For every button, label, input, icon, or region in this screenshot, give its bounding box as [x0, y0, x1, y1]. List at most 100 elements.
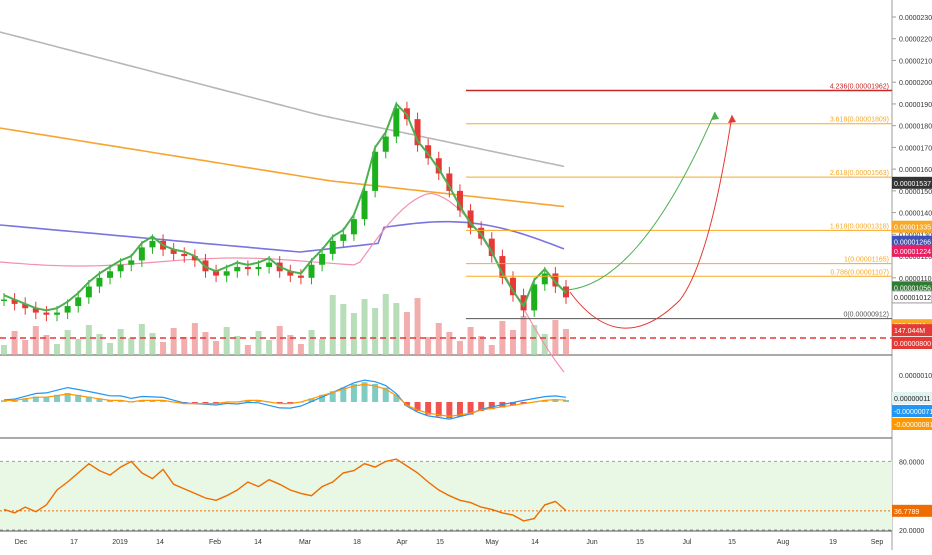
macd-signal-line [4, 383, 567, 418]
macd-histogram-bar [75, 394, 82, 402]
volume-bar [308, 330, 315, 355]
macd-badge [892, 392, 932, 404]
rsi-axis-label: 20.0000 [899, 528, 924, 535]
ema-orange-line [0, 127, 565, 208]
volume-bar [181, 337, 188, 355]
price-badge [892, 281, 932, 294]
volume-bar [11, 331, 18, 355]
time-axis-label: Jul [683, 539, 692, 546]
macd-histogram-bar [563, 400, 569, 402]
macd-histogram-bar [520, 402, 527, 404]
macd-badge-label: -0.00000071 [894, 409, 932, 416]
macd-histogram-bar [435, 402, 442, 417]
projection-red-arc [569, 114, 733, 329]
candle-body [128, 260, 135, 265]
candle-body [244, 266, 251, 270]
time-axis-label: 18 [353, 539, 361, 546]
macd-histogram-bar [149, 400, 156, 402]
volume-bar [170, 328, 177, 355]
price-badge-label: 0.00001537 [894, 181, 931, 188]
candle-body [520, 295, 527, 311]
time-axis-label: 15 [728, 539, 736, 546]
macd-histogram-bar [478, 402, 485, 411]
volume-bar [456, 341, 463, 355]
macd-histogram-bar [403, 402, 410, 406]
price-badge-label: 0.00001012 [894, 295, 931, 302]
price-badge [892, 244, 932, 257]
candle-body [541, 273, 548, 285]
candle-body [382, 136, 389, 152]
volume-bar [520, 316, 527, 355]
ema-green-line [3, 102, 567, 312]
volume-bar [509, 330, 516, 355]
candle-body [1, 299, 7, 302]
candle-body [509, 277, 516, 296]
macd-histogram-bar [107, 400, 114, 402]
volume-bar [340, 304, 347, 355]
macd-histogram-bar [308, 398, 315, 402]
volume-bar [75, 339, 82, 355]
price-badge [891, 290, 932, 304]
macd-histogram-bar [425, 402, 432, 415]
rsi-band [0, 461, 892, 530]
time-axis-label: May [485, 539, 499, 546]
price-badge [892, 324, 932, 337]
rsi-axis-label: 80.0000 [899, 459, 924, 466]
macd-histogram-bar [202, 402, 209, 404]
volume-bar [276, 326, 283, 355]
volume-bar [32, 326, 39, 355]
macd-histogram-bar [319, 394, 326, 402]
volume-bar [244, 345, 251, 355]
time-axis-label: 14 [531, 539, 539, 546]
candle-body [64, 306, 71, 313]
volume-bar [160, 342, 167, 355]
candle-body [297, 275, 304, 278]
candle-body [340, 234, 347, 241]
candle-body [170, 249, 177, 254]
price-badge-label: 0.00001224 [894, 249, 931, 256]
candle-body [287, 271, 294, 276]
time-axis-label: 15 [636, 539, 644, 546]
macd-histogram-bar [541, 400, 548, 402]
time-axis-label: Feb [209, 539, 221, 546]
fib-level-label: 1(0.00001165) [844, 257, 889, 264]
volume-bar [266, 340, 273, 355]
volume-bar [234, 336, 241, 355]
volume-bar [117, 329, 124, 355]
volume-bar [149, 333, 156, 355]
candle-body [266, 262, 273, 267]
rsi-badge [892, 504, 932, 517]
volume-bar [488, 345, 495, 355]
candle-body [350, 219, 357, 235]
volume-bar [435, 323, 442, 355]
volume-bar [467, 327, 474, 355]
candle-body [446, 173, 453, 191]
candle-body [372, 151, 379, 191]
volume-bar [403, 312, 410, 355]
price-badge [892, 337, 932, 349]
macd-histogram-bar [488, 402, 495, 410]
candle-body [107, 271, 114, 278]
macd-histogram-bar [244, 400, 251, 402]
macd-badge-label: 0.00000011 [894, 396, 931, 403]
time-axis-label: 15 [436, 539, 444, 546]
volume-bar [350, 313, 357, 355]
macd-histogram-bar [138, 400, 145, 402]
macd-histogram-bar [117, 400, 124, 402]
volume-bar [223, 327, 230, 355]
candle-body [531, 284, 538, 311]
candle-body [32, 308, 39, 313]
macd-histogram-bar [255, 400, 262, 402]
macd-histogram-bar [340, 387, 347, 402]
projection-green-arc [565, 111, 716, 291]
macd-histogram-bar [32, 396, 39, 402]
volume-bar [382, 294, 389, 355]
macd-histogram-bar [361, 382, 368, 402]
